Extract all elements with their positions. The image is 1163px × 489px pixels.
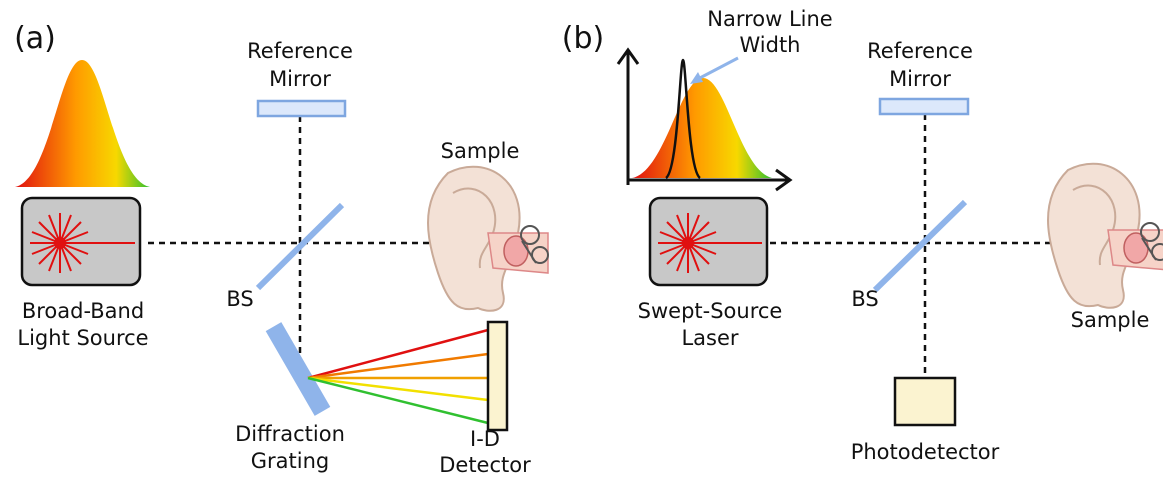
reference-mirror — [258, 101, 345, 116]
label: Light Source — [17, 326, 148, 350]
rays — [308, 330, 488, 423]
label: Width — [739, 33, 800, 57]
label: Diffraction — [235, 422, 345, 446]
label: Mirror — [269, 67, 331, 91]
label: I-D — [470, 427, 500, 451]
label: Narrow Line — [707, 7, 832, 31]
label: Swept-Source — [638, 299, 783, 323]
sample-ear — [1048, 164, 1163, 308]
beam-splitter — [875, 202, 965, 290]
panel-a: (a) Reference Mirror Sample BS Broad-Ban… — [14, 21, 548, 477]
spectrum — [15, 60, 150, 187]
photodetector — [895, 378, 955, 425]
label: Mirror — [889, 67, 951, 91]
diagram: (a) Reference Mirror Sample BS Broad-Ban… — [0, 0, 1163, 489]
panel-label: (b) — [562, 21, 604, 56]
diffraction-grating — [266, 322, 331, 416]
label: Sample — [441, 139, 520, 163]
label: Laser — [681, 326, 738, 350]
light-source — [22, 198, 140, 285]
panel-b: (b) Narrow Line Width Reference Mirror B… — [562, 7, 1163, 464]
label: Broad-Band — [22, 299, 144, 323]
annotation-arrow — [696, 58, 738, 80]
light-source — [650, 198, 767, 285]
label: Grating — [251, 449, 329, 473]
label: Sample — [1071, 308, 1150, 332]
label: BS — [851, 287, 878, 311]
detector — [488, 322, 507, 430]
spectrum — [632, 78, 772, 178]
label: Reference — [867, 39, 973, 63]
label: Reference — [247, 39, 353, 63]
label: BS — [226, 287, 253, 311]
panel-label: (a) — [14, 21, 56, 56]
reference-mirror — [880, 99, 968, 114]
label: Detector — [439, 453, 531, 477]
label: Photodetector — [851, 440, 1000, 464]
sample-ear — [428, 167, 548, 311]
